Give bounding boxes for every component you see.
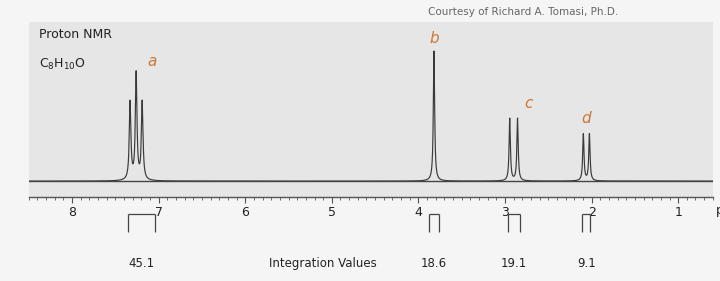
Text: Proton NMR: Proton NMR [39, 28, 112, 41]
Text: b: b [429, 31, 438, 46]
Text: d: d [582, 112, 591, 126]
Text: C$_8$H$_{10}$O: C$_8$H$_{10}$O [39, 57, 86, 72]
Text: a: a [147, 54, 156, 69]
Text: Courtesy of Richard A. Tomasi, Ph.D.: Courtesy of Richard A. Tomasi, Ph.D. [428, 7, 618, 17]
Text: c: c [524, 96, 533, 111]
Text: 18.6: 18.6 [421, 257, 447, 270]
Text: 9.1: 9.1 [577, 257, 595, 270]
Text: Integration Values: Integration Values [269, 257, 377, 270]
Text: 19.1: 19.1 [500, 257, 527, 270]
Text: 45.1: 45.1 [128, 257, 154, 270]
Text: ppm: ppm [716, 204, 720, 217]
